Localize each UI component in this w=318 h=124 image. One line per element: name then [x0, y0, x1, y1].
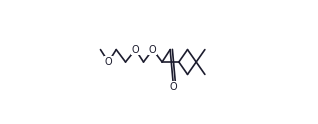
Text: O: O: [132, 45, 139, 55]
Text: O: O: [149, 45, 156, 55]
Text: O: O: [105, 57, 112, 67]
Text: O: O: [170, 82, 177, 92]
